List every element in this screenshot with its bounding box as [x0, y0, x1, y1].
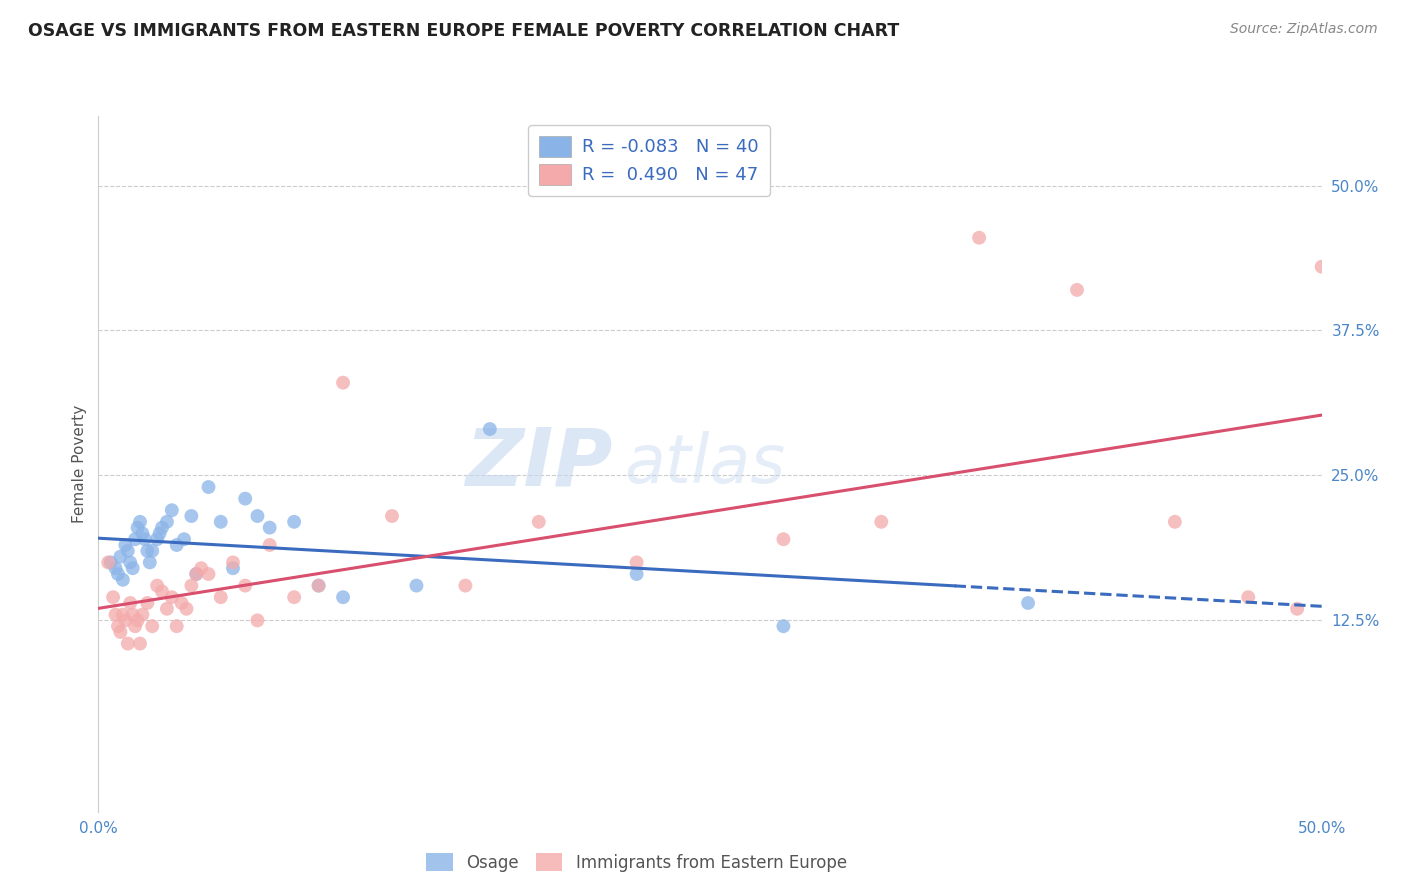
Point	[186, 567, 208, 582]
Text: atlas: atlas	[624, 431, 786, 497]
Point	[1066, 283, 1088, 297]
Point	[222, 561, 245, 575]
Point	[111, 607, 134, 622]
Point	[209, 591, 232, 605]
Point	[166, 538, 188, 552]
Text: ZIP: ZIP	[465, 425, 612, 503]
Point	[136, 596, 159, 610]
Point	[233, 579, 256, 593]
Point	[259, 538, 281, 552]
Point	[117, 637, 139, 651]
Point	[772, 619, 794, 633]
Point	[626, 555, 648, 570]
Point	[283, 515, 305, 529]
Point	[233, 491, 256, 506]
Point	[246, 614, 269, 628]
Point	[146, 579, 169, 593]
Point	[156, 515, 179, 529]
Point	[405, 579, 427, 593]
Y-axis label: Female Poverty: Female Poverty	[72, 405, 87, 523]
Point	[478, 422, 501, 436]
Point	[120, 555, 142, 570]
Point	[332, 591, 354, 605]
Point	[134, 532, 156, 546]
Point	[308, 579, 330, 593]
Point	[222, 555, 245, 570]
Point	[124, 532, 146, 546]
Point	[149, 526, 172, 541]
Point	[146, 532, 169, 546]
Point	[127, 521, 149, 535]
Point	[173, 532, 195, 546]
Point	[97, 555, 120, 570]
Legend: Osage, Immigrants from Eastern Europe: Osage, Immigrants from Eastern Europe	[418, 845, 855, 880]
Point	[139, 555, 162, 570]
Point	[110, 624, 132, 639]
Point	[131, 607, 153, 622]
Point	[111, 573, 134, 587]
Point	[186, 567, 208, 582]
Point	[308, 579, 330, 593]
Point	[259, 521, 281, 535]
Point	[381, 508, 404, 523]
Point	[114, 538, 136, 552]
Point	[967, 231, 990, 245]
Point	[121, 561, 143, 575]
Point	[104, 561, 127, 575]
Point	[166, 619, 188, 633]
Point	[124, 619, 146, 633]
Point	[141, 543, 163, 558]
Point	[626, 567, 648, 582]
Point	[180, 508, 202, 523]
Point	[127, 614, 149, 628]
Text: OSAGE VS IMMIGRANTS FROM EASTERN EUROPE FEMALE POVERTY CORRELATION CHART: OSAGE VS IMMIGRANTS FROM EASTERN EUROPE …	[28, 22, 900, 40]
Point	[136, 543, 159, 558]
Point	[131, 526, 153, 541]
Point	[1310, 260, 1333, 274]
Point	[114, 614, 136, 628]
Point	[107, 567, 129, 582]
Point	[246, 508, 269, 523]
Point	[1164, 515, 1187, 529]
Point	[117, 543, 139, 558]
Point	[121, 607, 143, 622]
Point	[156, 602, 179, 616]
Point	[190, 561, 212, 575]
Point	[332, 376, 354, 390]
Point	[150, 521, 173, 535]
Point	[527, 515, 550, 529]
Point	[454, 579, 477, 593]
Text: Source: ZipAtlas.com: Source: ZipAtlas.com	[1230, 22, 1378, 37]
Point	[170, 596, 193, 610]
Point	[180, 579, 202, 593]
Point	[141, 619, 163, 633]
Point	[110, 549, 132, 564]
Point	[160, 591, 183, 605]
Point	[209, 515, 232, 529]
Point	[197, 480, 219, 494]
Point	[1286, 602, 1309, 616]
Point	[870, 515, 893, 529]
Point	[120, 596, 142, 610]
Point	[107, 619, 129, 633]
Point	[160, 503, 183, 517]
Point	[772, 532, 794, 546]
Point	[150, 584, 173, 599]
Point	[176, 602, 198, 616]
Point	[1017, 596, 1039, 610]
Point	[197, 567, 219, 582]
Point	[283, 591, 305, 605]
Point	[104, 607, 127, 622]
Point	[129, 637, 152, 651]
Point	[100, 555, 122, 570]
Point	[101, 591, 124, 605]
Point	[1237, 591, 1260, 605]
Point	[129, 515, 152, 529]
